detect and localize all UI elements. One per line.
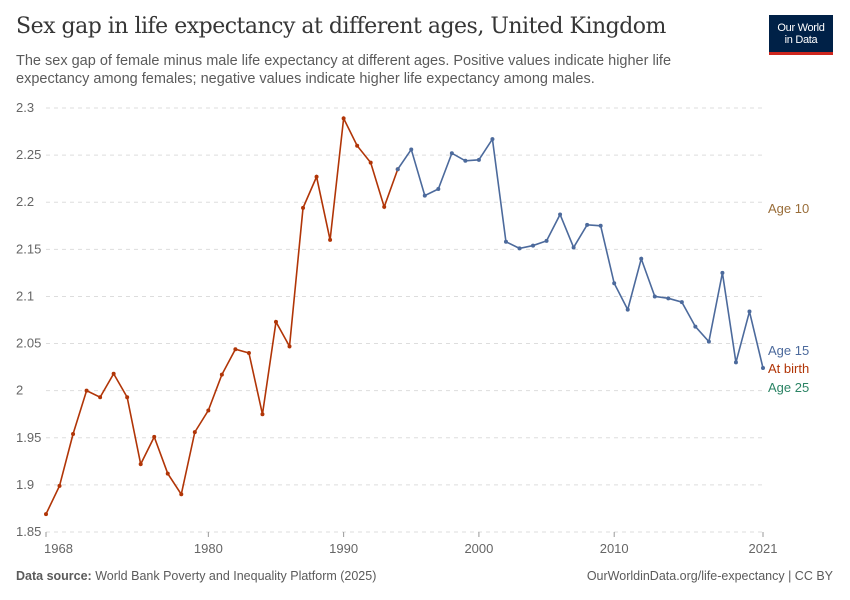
y-tick-label: 1.85	[16, 524, 41, 539]
data-point	[287, 344, 292, 349]
data-point	[152, 434, 157, 439]
data-point	[71, 432, 76, 437]
data-point	[544, 238, 549, 243]
x-tick-label: 1990	[329, 541, 358, 556]
chart-title: Sex gap in life expectancy at different …	[16, 14, 666, 39]
x-tick-label: 2010	[600, 541, 629, 556]
data-point	[179, 492, 184, 497]
chart-subtitle: The sex gap of female minus male life ex…	[16, 53, 672, 87]
line-chart: 1.85 1.9 1.95 2 2.05 2.1 2.15 2.2 2.25 2.3 1968 198…	[16, 100, 809, 556]
x-tick-label: 2000	[464, 541, 493, 556]
data-point	[720, 270, 725, 275]
y-tick-label: 2	[16, 383, 23, 398]
logo-line-1: Our World	[777, 21, 825, 34]
data-point	[531, 243, 536, 248]
x-tick-label: 1968	[44, 541, 73, 556]
data-point	[706, 339, 711, 344]
data-point	[368, 160, 373, 165]
data-point	[192, 430, 197, 435]
data-point	[652, 294, 657, 299]
logo-line-2: in Data	[784, 33, 818, 46]
data-point	[409, 147, 414, 152]
data-point	[246, 350, 251, 355]
data-point	[422, 193, 427, 198]
data-point	[666, 296, 671, 301]
data-point	[57, 483, 62, 488]
data-point	[301, 205, 306, 210]
data-point	[233, 347, 238, 352]
data-point	[639, 256, 644, 261]
data-point	[449, 151, 454, 156]
data-point	[517, 246, 522, 251]
source-url[interactable]: OurWorldinData.org/life-expectancy | CC …	[586, 569, 833, 583]
y-tick-label: 1.95	[16, 430, 41, 445]
data-point	[44, 512, 48, 517]
data-point	[476, 157, 481, 162]
data-point	[612, 281, 617, 286]
data-point	[503, 239, 508, 244]
data-point	[206, 408, 211, 413]
data-point	[679, 300, 684, 305]
data-point	[260, 412, 265, 417]
data-point	[747, 309, 752, 314]
data-point	[761, 366, 765, 371]
source-text: World Bank Poverty and Inequality Platfo…	[95, 569, 377, 583]
data-point	[598, 223, 603, 228]
data-point	[111, 371, 116, 376]
series-line-age-15	[397, 136, 764, 369]
data-point	[219, 372, 224, 377]
data-point	[125, 395, 130, 400]
legend-label: At birth	[768, 361, 809, 376]
y-tick-label: 2.05	[16, 336, 41, 351]
data-point	[463, 158, 468, 163]
legend-label: Age 15	[768, 343, 809, 358]
x-tick-label: 1980	[194, 541, 223, 556]
data-point	[625, 307, 630, 312]
data-point	[490, 137, 495, 142]
data-point	[395, 167, 400, 172]
y-tick-label: 2.3	[16, 100, 34, 115]
series-line-at-birth	[45, 115, 399, 515]
data-point	[138, 462, 143, 467]
data-source: Data source: World Bank Poverty and Ineq…	[16, 569, 376, 583]
data-point	[314, 174, 319, 179]
data-point	[328, 237, 333, 242]
data-point	[165, 471, 170, 476]
owid-logo[interactable]: Our World in Data	[769, 15, 833, 55]
data-point	[436, 187, 441, 192]
data-point	[733, 360, 738, 365]
data-point	[341, 116, 346, 121]
legend-label: Age 25	[768, 380, 809, 395]
data-point	[273, 319, 278, 324]
data-point	[571, 245, 576, 250]
y-tick-label: 2.1	[16, 288, 34, 303]
y-tick-label: 2.15	[16, 241, 41, 256]
data-point	[382, 204, 387, 209]
legend-label: Age 10	[768, 201, 809, 216]
data-point	[585, 222, 590, 227]
y-tick-label: 2.25	[16, 147, 41, 162]
data-point	[355, 143, 360, 148]
data-point	[693, 324, 698, 329]
y-tick-label: 1.9	[16, 477, 34, 492]
data-point	[98, 395, 103, 400]
x-tick-label: 2021	[749, 541, 778, 556]
data-point	[558, 212, 563, 217]
source-label: Data source:	[16, 569, 92, 583]
y-tick-label: 2.2	[16, 194, 34, 209]
data-point	[84, 388, 89, 393]
